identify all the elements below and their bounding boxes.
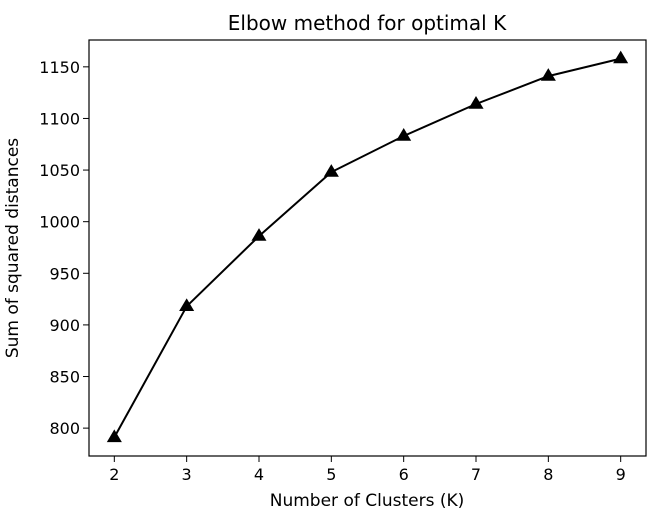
data-point-marker	[179, 298, 195, 311]
y-tick-label: 950	[49, 264, 80, 283]
y-tick-label: 800	[49, 419, 80, 438]
data-point-marker	[396, 128, 412, 141]
x-tick-label: 6	[399, 465, 409, 484]
x-axis-label: Number of Clusters (K)	[270, 491, 465, 511]
data-point-marker	[323, 164, 339, 177]
y-tick-label: 850	[49, 368, 80, 387]
plot-area	[106, 50, 629, 443]
series-line	[113, 57, 621, 438]
y-tick-label: 1050	[39, 161, 80, 180]
data-point-marker	[251, 228, 267, 241]
data-point-marker	[106, 429, 122, 443]
chart-title: Elbow method for optimal K	[228, 11, 507, 35]
y-tick-label: 1100	[39, 109, 80, 128]
x-tick-label: 3	[182, 465, 192, 484]
y-axis-label: Sum of squared distances	[3, 138, 23, 358]
x-tick-label: 7	[471, 465, 481, 484]
data-point-marker	[468, 96, 484, 109]
y-tick-label: 900	[49, 316, 80, 335]
axes-frame	[88, 39, 647, 457]
y-tick-label: 1000	[39, 213, 80, 232]
data-point-marker	[613, 50, 629, 64]
x-tick-label: 4	[254, 465, 264, 484]
x-tick-label: 5	[326, 465, 336, 484]
y-tick-label: 1150	[39, 58, 80, 77]
x-tick-label: 2	[109, 465, 119, 484]
x-tick-label: 9	[616, 465, 626, 484]
x-tick-label: 8	[543, 465, 553, 484]
data-point-marker	[540, 68, 556, 81]
